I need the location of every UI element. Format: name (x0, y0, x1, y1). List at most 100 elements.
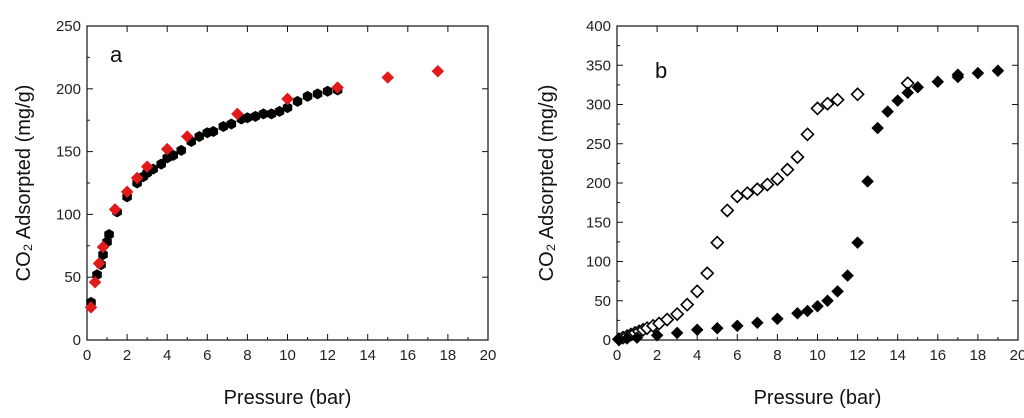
data-point (951, 68, 965, 82)
data-point (690, 284, 705, 299)
data-point (750, 316, 764, 330)
data-point (659, 312, 675, 327)
series-1 (84, 64, 445, 314)
data-point (991, 64, 1005, 78)
y-axis-title: CO₂ Adsorpted (mg/g) (13, 85, 35, 282)
y-tick-label: 0 (73, 332, 81, 349)
data-point (258, 108, 269, 120)
data-point (680, 297, 695, 312)
x-tick-label: 16 (399, 347, 416, 364)
x-tick-label: 12 (319, 347, 336, 364)
data-point (750, 182, 765, 197)
data-point (140, 160, 154, 174)
data-point (790, 149, 805, 165)
data-point (670, 326, 684, 340)
data-point (98, 249, 108, 261)
data-point (760, 177, 775, 192)
x-tick-label: 8 (773, 347, 781, 364)
data-point (620, 332, 634, 345)
y-tick-label: 50 (64, 269, 81, 286)
data-point (250, 110, 261, 122)
data-point (194, 131, 205, 143)
data-point (931, 75, 945, 89)
data-point (670, 306, 685, 322)
y-tick-label: 150 (586, 214, 611, 231)
y-tick-label: 100 (586, 254, 611, 271)
data-point (180, 130, 194, 143)
data-point (381, 71, 395, 84)
y-axis-title: CO₂ Adsorpted (mg/g) (536, 85, 558, 282)
data-point (901, 86, 915, 100)
x-tick-label: 10 (809, 347, 826, 364)
data-point (84, 300, 98, 314)
data-point (710, 235, 725, 250)
data-point (242, 112, 253, 124)
data-point (231, 107, 244, 121)
data-point (292, 95, 303, 107)
data-point (971, 66, 985, 80)
data-point (120, 185, 134, 199)
plot-frame (86, 25, 489, 341)
x-tick-label: 12 (849, 347, 866, 364)
data-point (218, 120, 229, 132)
data-point (266, 108, 277, 120)
data-point (92, 257, 106, 270)
data-point (226, 118, 237, 130)
data-point (830, 92, 845, 107)
data-point (780, 162, 795, 177)
y-tick-label: 400 (586, 18, 611, 35)
x-tick-label: 10 (279, 347, 296, 364)
y-tick-label: 0 (603, 332, 611, 349)
data-point (431, 64, 445, 78)
data-point (282, 102, 293, 114)
data-point (690, 323, 704, 337)
data-point (322, 85, 333, 97)
data-point (810, 101, 825, 116)
y-tick-label: 200 (586, 175, 611, 192)
data-point (800, 127, 815, 142)
y-tick-label: 150 (56, 144, 81, 161)
x-axis-title: Pressure (bar) (754, 387, 882, 409)
data-point (710, 321, 724, 335)
x-tick-label: 14 (359, 347, 376, 364)
data-point (801, 304, 814, 318)
x-tick-label: 2 (123, 347, 131, 364)
data-point (740, 186, 755, 201)
data-point (700, 266, 715, 281)
data-point (96, 240, 110, 254)
data-point (730, 319, 744, 333)
y-tick-label: 100 (56, 206, 81, 223)
x-tick-label: 14 (889, 347, 906, 364)
y-tick-label: 50 (594, 293, 611, 310)
data-point (302, 90, 313, 102)
data-point (791, 306, 804, 320)
data-point (841, 269, 854, 282)
data-point (650, 328, 664, 342)
x-tick-label: 18 (440, 347, 457, 364)
data-point (176, 144, 186, 156)
data-point (312, 88, 323, 100)
data-point (331, 81, 344, 94)
data-point (770, 171, 785, 187)
x-tick-label: 6 (733, 347, 741, 364)
series-0 (611, 76, 915, 347)
data-point (156, 158, 166, 170)
x-tick-label: 2 (653, 347, 661, 364)
data-point (861, 175, 874, 188)
data-point (851, 236, 864, 250)
x-tick-label: 0 (613, 347, 621, 364)
x-tick-label: 4 (163, 347, 171, 364)
x-tick-label: 6 (203, 347, 211, 364)
data-point (274, 105, 285, 117)
x-tick-label: 0 (83, 347, 91, 364)
data-point (871, 121, 885, 135)
x-axis-title: Pressure (bar) (224, 387, 352, 409)
x-tick-label: 4 (693, 347, 701, 364)
data-point (891, 94, 905, 107)
data-point (820, 96, 835, 111)
data-point (104, 229, 114, 240)
data-point (160, 142, 174, 156)
x-tick-label: 20 (1010, 347, 1024, 364)
data-point (281, 92, 294, 106)
